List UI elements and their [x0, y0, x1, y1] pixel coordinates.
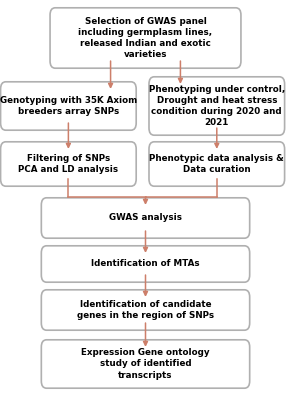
- Text: Filtering of SNPs
PCA and LD analysis: Filtering of SNPs PCA and LD analysis: [18, 154, 118, 174]
- Text: Identification of candidate
genes in the region of SNPs: Identification of candidate genes in the…: [77, 300, 214, 320]
- Text: Phenotyping under control,
Drought and heat stress
condition during 2020 and
202: Phenotyping under control, Drought and h…: [149, 85, 285, 127]
- FancyBboxPatch shape: [149, 77, 285, 135]
- FancyBboxPatch shape: [1, 142, 136, 186]
- FancyBboxPatch shape: [149, 142, 285, 186]
- FancyBboxPatch shape: [41, 340, 250, 388]
- FancyBboxPatch shape: [50, 8, 241, 68]
- FancyBboxPatch shape: [41, 198, 250, 238]
- Text: GWAS analysis: GWAS analysis: [109, 214, 182, 222]
- Text: Selection of GWAS panel
including germplasm lines,
released Indian and exotic
va: Selection of GWAS panel including germpl…: [79, 17, 212, 59]
- FancyBboxPatch shape: [1, 82, 136, 130]
- Text: Identification of MTAs: Identification of MTAs: [91, 260, 200, 268]
- Text: Phenotypic data analysis &
Data curation: Phenotypic data analysis & Data curation: [149, 154, 284, 174]
- Text: Expression Gene ontology
study of identified
transcripts: Expression Gene ontology study of identi…: [81, 348, 210, 380]
- FancyBboxPatch shape: [41, 246, 250, 282]
- FancyBboxPatch shape: [41, 290, 250, 330]
- Text: Genotyping with 35K Axiom
breeders array SNPs: Genotyping with 35K Axiom breeders array…: [0, 96, 137, 116]
